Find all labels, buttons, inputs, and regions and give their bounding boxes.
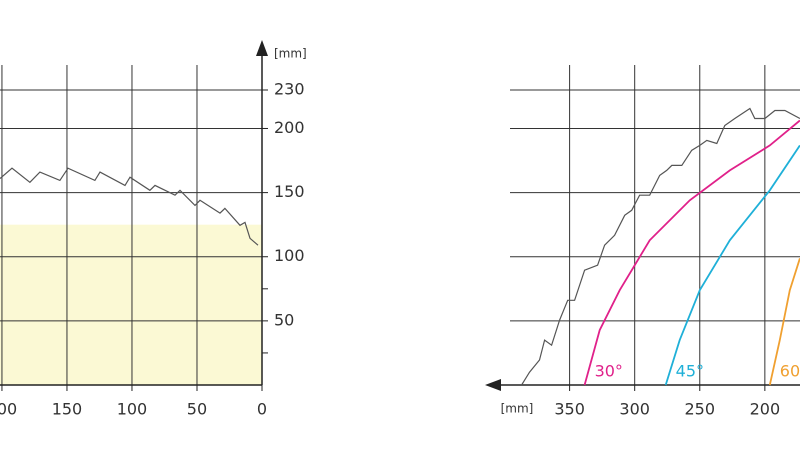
series-line (768, 258, 800, 386)
y-tick-label: 200 (274, 118, 305, 137)
x-tick-label: 350 (554, 400, 585, 419)
y-axis-label: [mm] (274, 47, 307, 61)
y-tick-label: 230 (274, 80, 305, 99)
series-label: 30° (595, 362, 623, 381)
series-line (0, 167, 259, 246)
x-tick-label: 150 (52, 400, 83, 419)
x-tick-label: 50 (187, 400, 207, 419)
shaded-region (0, 224, 262, 385)
y-tick-label: 150 (274, 182, 305, 201)
series-line (521, 107, 800, 386)
y-tick-label: 100 (274, 246, 305, 265)
x-tick-label: 250 (684, 400, 715, 419)
x-tick-label: 0 (257, 400, 267, 419)
series-line (664, 144, 800, 386)
series-label: 45° (676, 362, 704, 381)
x-tick-label: 100 (117, 400, 148, 419)
y-axis-arrow (256, 40, 268, 56)
y-tick-label: 50 (274, 310, 294, 329)
x-tick-label: 200 (750, 400, 781, 419)
series-line (583, 119, 800, 386)
series-label: 60° (780, 362, 800, 381)
x-axis-arrow (485, 379, 501, 391)
x-tick-label: 300 (619, 400, 650, 419)
x-tick-label: 200 (0, 400, 17, 419)
x-axis-label: [mm] (501, 402, 534, 416)
